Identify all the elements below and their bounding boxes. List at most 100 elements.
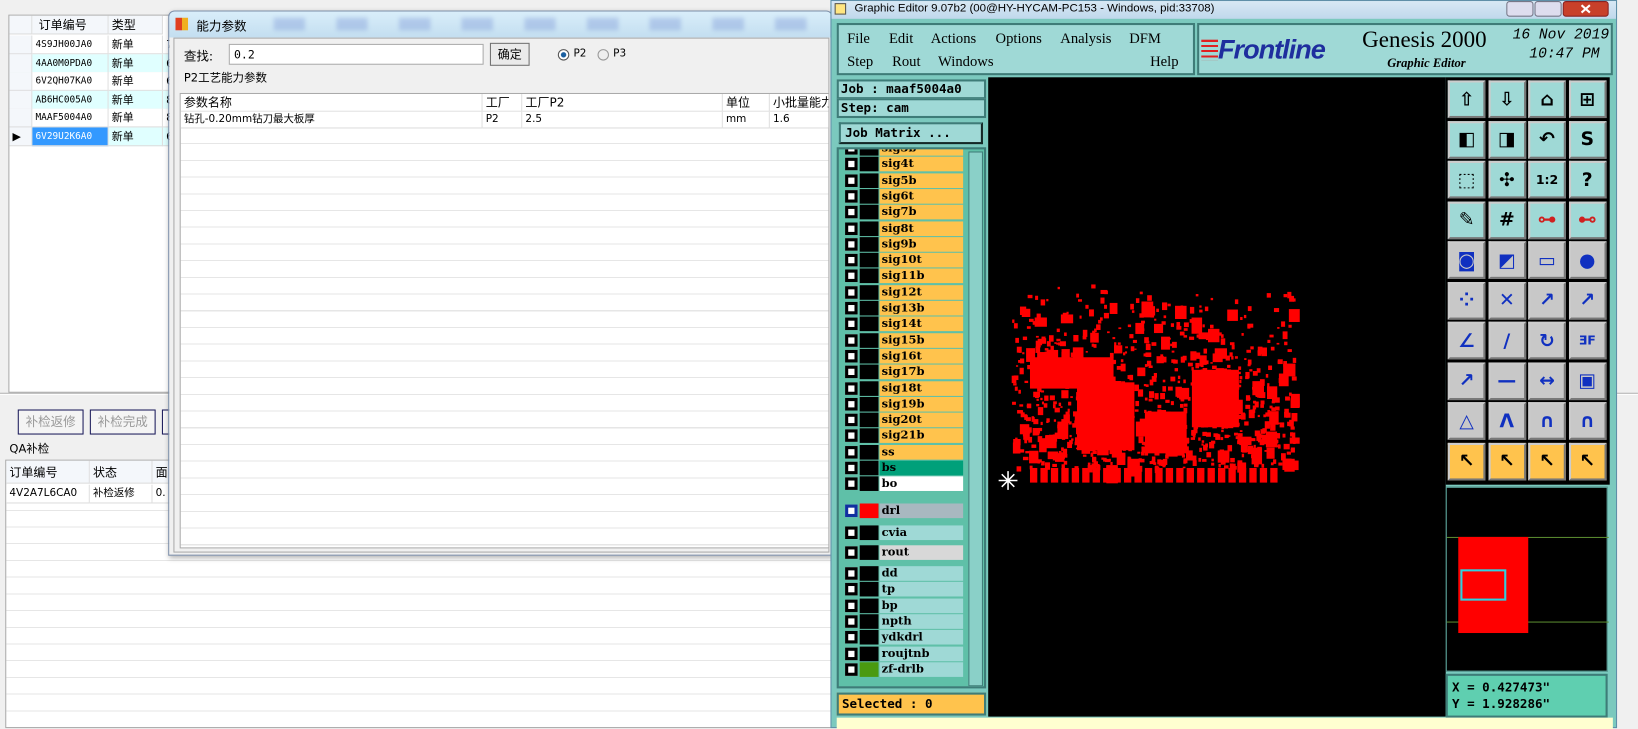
menu-file[interactable]: File xyxy=(847,31,870,48)
pan-left-icon[interactable]: ◧ xyxy=(1447,120,1486,159)
layer-sig17b[interactable]: sig17b xyxy=(845,364,964,380)
layer-checkbox[interactable] xyxy=(845,647,858,660)
layer-checkbox[interactable] xyxy=(845,567,858,580)
maximize-button[interactable] xyxy=(1534,1,1562,17)
line-icon[interactable]: ∠ xyxy=(1447,321,1486,360)
row-header[interactable] xyxy=(9,108,33,128)
layer-checkbox[interactable] xyxy=(845,221,858,235)
tri-icon[interactable]: △ xyxy=(1447,402,1486,440)
param-cell[interactable]: 2.5 xyxy=(522,111,723,129)
minimize-button[interactable] xyxy=(1506,1,1534,17)
param-col-header[interactable]: 单位 xyxy=(722,94,770,112)
redraw-icon[interactable]: S xyxy=(1568,120,1607,159)
row-header[interactable] xyxy=(9,72,33,91)
type-cell[interactable]: 新单 xyxy=(108,108,163,128)
chevron-icon[interactable]: Λ xyxy=(1488,402,1526,440)
param-col-header[interactable]: 工厂P2 xyxy=(522,94,723,112)
span-icon[interactable]: ↔ xyxy=(1528,361,1566,400)
param-cell[interactable]: 1.6 xyxy=(769,111,829,129)
job-matrix-button[interactable]: Job Matrix ... xyxy=(838,122,983,145)
line-angle-icon[interactable]: / xyxy=(1488,321,1526,360)
layer-checkbox[interactable] xyxy=(845,583,858,596)
col-header-type[interactable]: 类型 xyxy=(108,15,163,35)
layer-npth[interactable]: npth xyxy=(845,614,964,629)
layer-checkbox[interactable] xyxy=(845,285,858,299)
mirror-icon[interactable]: ƎF xyxy=(1568,321,1607,360)
layer-checkbox[interactable] xyxy=(845,461,858,475)
layer-checkbox[interactable] xyxy=(845,504,858,518)
qa-col-header[interactable]: 订单编号 xyxy=(6,460,90,484)
menu-dfm[interactable]: DFM xyxy=(1129,31,1161,48)
preferences-icon[interactable]: ✎ xyxy=(1447,201,1486,239)
layer-checkbox[interactable] xyxy=(845,477,858,491)
layer-checkbox[interactable] xyxy=(845,349,858,363)
qa-cell[interactable]: 补检返修 xyxy=(89,484,153,504)
layer-checkbox[interactable] xyxy=(845,615,858,628)
row-header[interactable] xyxy=(9,53,33,73)
overview-map[interactable] xyxy=(1445,486,1609,672)
parameter-grid[interactable]: 参数名称 工厂 工厂P2 单位 小批量能力 钻孔-0.20mm钻刀最大板厚 P2 2.5 mm 1… xyxy=(179,92,830,549)
layer-drl[interactable]: drl xyxy=(845,503,964,519)
save-icon[interactable]: ⇩ xyxy=(1488,80,1526,119)
arch-icon[interactable]: ∩ xyxy=(1528,402,1566,440)
order-no-cell[interactable]: 6V2QH07KA0 xyxy=(32,72,109,91)
zoom-center-icon[interactable]: ✣ xyxy=(1488,160,1526,199)
col-header-order-no[interactable]: 订单编号 xyxy=(32,15,109,35)
layer-scrollbar[interactable] xyxy=(968,151,983,687)
layer-sig18t[interactable]: sig18t xyxy=(845,380,964,396)
layer-checkbox[interactable] xyxy=(845,269,858,283)
pads-icon[interactable]: ▣ xyxy=(1568,361,1607,400)
radio-p2[interactable] xyxy=(557,49,570,61)
layer-checkbox[interactable] xyxy=(845,381,858,395)
layer-zf-drlb[interactable]: zf-drlb xyxy=(845,662,964,677)
delete-icon[interactable]: ✕ xyxy=(1488,281,1526,320)
layer-checkbox[interactable] xyxy=(845,631,858,644)
grid-icon[interactable]: # xyxy=(1488,201,1526,239)
confirm-button[interactable]: 确定 xyxy=(489,42,530,66)
search-input[interactable] xyxy=(228,43,484,65)
param-col-header[interactable]: 参数名称 xyxy=(180,94,483,112)
layer-sig16t[interactable]: sig16t xyxy=(845,348,964,364)
type-cell[interactable]: 新单 xyxy=(108,90,163,110)
menu-windows[interactable]: Windows xyxy=(938,54,994,70)
graphic-canvas[interactable] xyxy=(988,77,1446,717)
layer-checkbox[interactable] xyxy=(845,301,858,315)
param-cell[interactable]: 钻孔-0.20mm钻刀最大板厚 xyxy=(180,111,483,129)
menu-actions[interactable]: Actions xyxy=(930,31,977,48)
layer-checkbox[interactable] xyxy=(845,174,858,187)
command-line[interactable] xyxy=(836,717,1613,729)
snap-icon[interactable]: ◙ xyxy=(1447,241,1486,279)
close-button[interactable] xyxy=(1562,1,1609,17)
layer-sig14t[interactable]: sig14t xyxy=(845,316,964,332)
help-icon[interactable]: ? xyxy=(1568,160,1607,199)
pan-right-icon[interactable]: ◨ xyxy=(1488,120,1526,159)
type-cell[interactable]: 新单 xyxy=(108,35,163,55)
layer-sig7b[interactable]: sig7b xyxy=(845,204,964,220)
layer-checkbox[interactable] xyxy=(845,546,858,559)
layer-sig20t[interactable]: sig20t xyxy=(845,412,964,428)
layer-ydkdrl[interactable]: ydkdrl xyxy=(845,630,964,645)
menu-step[interactable]: Step xyxy=(847,54,874,70)
layer-checkbox[interactable] xyxy=(845,663,858,676)
layer-checkbox[interactable] xyxy=(845,413,858,427)
layer-checkbox[interactable] xyxy=(845,365,858,379)
layer-checkbox[interactable] xyxy=(845,429,858,443)
menu-options[interactable]: Options xyxy=(995,31,1042,48)
layer-sig19b[interactable]: sig19b xyxy=(845,396,964,412)
layer-sig21b[interactable]: sig21b xyxy=(845,428,964,444)
menu-analysis[interactable]: Analysis xyxy=(1060,31,1112,48)
order-no-cell[interactable]: AB6HC005A0 xyxy=(32,90,109,110)
layer-sig15b[interactable]: sig15b xyxy=(845,332,964,348)
layer-sig10t[interactable]: sig10t xyxy=(845,252,964,268)
layer-checkbox[interactable] xyxy=(845,205,858,219)
type-cell[interactable]: 新单 xyxy=(108,126,163,146)
layer-dd[interactable]: dd xyxy=(845,566,964,581)
layer-bo[interactable]: bo xyxy=(845,476,964,492)
open-icon[interactable]: ⇧ xyxy=(1447,80,1486,119)
layer-sig8t[interactable]: sig8t xyxy=(845,220,964,236)
qa-cell[interactable]: 4V2A7L6CA0 xyxy=(6,484,90,504)
copy-icon[interactable]: ↗ xyxy=(1568,281,1607,320)
net-check-icon[interactable]: ⊷ xyxy=(1568,201,1607,239)
layer-checkbox[interactable] xyxy=(845,526,858,540)
measure-box-icon[interactable]: ◩ xyxy=(1488,241,1526,279)
